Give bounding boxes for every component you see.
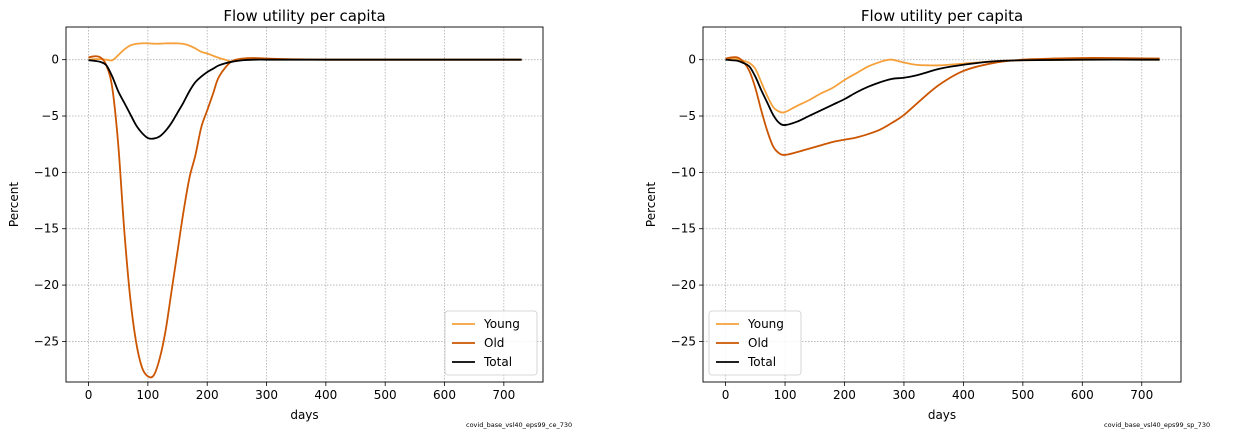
y-tick-label: −25 — [34, 334, 59, 348]
x-tick-label: 0 — [85, 388, 93, 402]
legend-box — [444, 310, 538, 376]
x-tick-label: 100 — [136, 388, 159, 402]
y-tick-label: −10 — [671, 165, 696, 179]
chart-left: 0 100 200 300 400 500 600 700 0 −5 −10 −15 −20 −25 Flo… — [7, 7, 572, 429]
y-tick-label: 0 — [688, 53, 696, 67]
x-axis-label: days — [290, 408, 318, 422]
x-tick-label: 700 — [492, 388, 515, 402]
series-line-young — [725, 58, 1160, 114]
x-tick-label: 600 — [1071, 388, 1094, 402]
x-tick-label: 600 — [433, 388, 456, 402]
x-tick-label: 100 — [774, 388, 797, 402]
figure-footnote: covid_base_vsl40_eps99_sp_730 — [1104, 421, 1210, 429]
x-tick-label: 200 — [196, 388, 219, 402]
legend: Young Old Total — [708, 310, 802, 376]
y-tick-label: −20 — [34, 278, 59, 292]
x-tick-label: 300 — [892, 388, 915, 402]
x-axis-label: days — [928, 408, 956, 422]
series-line-old — [88, 55, 522, 379]
chart-title: Flow utility per capita — [223, 7, 385, 25]
x-tick-label: 400 — [314, 388, 337, 402]
legend-label-old: Old — [748, 336, 768, 350]
legend-label-total: Total — [483, 355, 512, 369]
y-axis-label: Percent — [7, 182, 21, 227]
x-tick-label: 200 — [833, 388, 856, 402]
x-tick-label: 500 — [374, 388, 397, 402]
y-tick-label: −25 — [671, 334, 696, 348]
plot-frame — [65, 26, 544, 383]
y-tick-label: −5 — [41, 109, 59, 123]
series-line-total — [88, 58, 522, 140]
x-tick-label: 400 — [952, 388, 975, 402]
y-tick-label: −15 — [671, 222, 696, 236]
series-line-total — [725, 58, 1160, 126]
x-tick-label: 300 — [255, 388, 278, 402]
y-tick-label: 0 — [51, 53, 59, 67]
x-tick-label: 0 — [722, 388, 730, 402]
legend-label-young: Young — [483, 317, 520, 331]
series-line-old — [725, 56, 1160, 156]
y-tick-label: −20 — [671, 278, 696, 292]
figure-footnote: covid_base_vsl40_eps99_ce_730 — [466, 421, 572, 429]
legend-box — [708, 310, 802, 376]
x-tick-label: 700 — [1130, 388, 1153, 402]
y-axis-label: Percent — [644, 182, 658, 227]
y-tick-label: −15 — [34, 222, 59, 236]
x-tick-label: 500 — [1011, 388, 1034, 402]
y-tick-label: −10 — [34, 165, 59, 179]
legend-label-young: Young — [747, 317, 784, 331]
chart-title: Flow utility per capita — [861, 7, 1023, 25]
legend-label-total: Total — [747, 355, 776, 369]
chart-right: 0 100 200 300 400 500 600 700 0 −5 −10 −15 −20 −25 Flo… — [644, 7, 1210, 429]
y-tick-label: −5 — [678, 109, 696, 123]
legend: Young Old Total — [444, 310, 538, 376]
plot-frame — [702, 26, 1182, 383]
legend-label-old: Old — [484, 336, 504, 350]
